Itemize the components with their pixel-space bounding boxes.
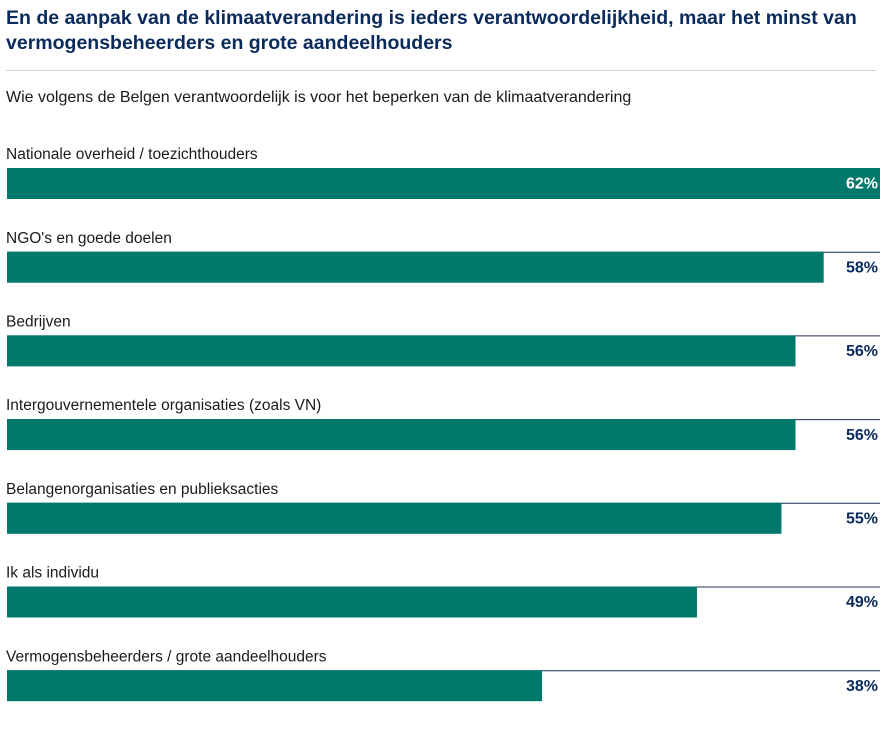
chart-subtitle: Wie volgens de Belgen verantwoordelijk i… [6, 89, 632, 106]
bar [7, 168, 880, 199]
value-label: 62% [846, 176, 878, 193]
value-label: 58% [846, 259, 878, 276]
bar [7, 670, 543, 702]
bar [7, 502, 782, 534]
value-label: 56% [846, 343, 878, 360]
value-label: 56% [846, 427, 878, 444]
category-label: Bedrijven [6, 313, 71, 330]
category-label: Intergouvernementele organisaties (zoals… [6, 397, 321, 414]
value-label: 55% [846, 511, 878, 528]
chart-title: En de aanpak van de klimaatverandering i… [6, 7, 857, 54]
value-label: 49% [846, 594, 878, 611]
bar [7, 251, 824, 283]
value-label: 38% [846, 678, 878, 695]
category-label: Vermogensbeheerders / grote aandeelhoude… [6, 648, 327, 665]
bar [7, 586, 697, 618]
category-label: Nationale overheid / toezichthouders [6, 146, 258, 163]
category-label: Ik als individu [6, 565, 99, 582]
title-divider [6, 70, 876, 71]
bar [7, 335, 796, 367]
category-label: Belangenorganisaties en publieksacties [6, 481, 279, 498]
category-label: NGO's en goede doelen [6, 230, 172, 247]
bar [7, 419, 796, 451]
